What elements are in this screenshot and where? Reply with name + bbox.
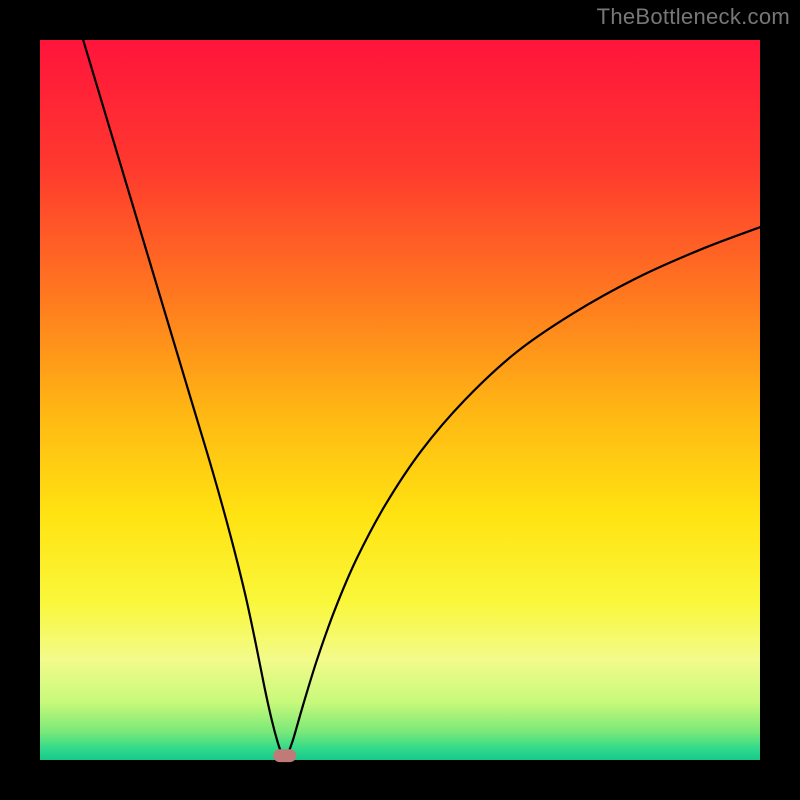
- optimal-point-marker: [273, 749, 296, 762]
- bottleneck-plot: [0, 0, 800, 800]
- plot-background: [40, 40, 760, 760]
- watermark-text: TheBottleneck.com: [597, 4, 790, 30]
- chart-frame: [0, 0, 800, 800]
